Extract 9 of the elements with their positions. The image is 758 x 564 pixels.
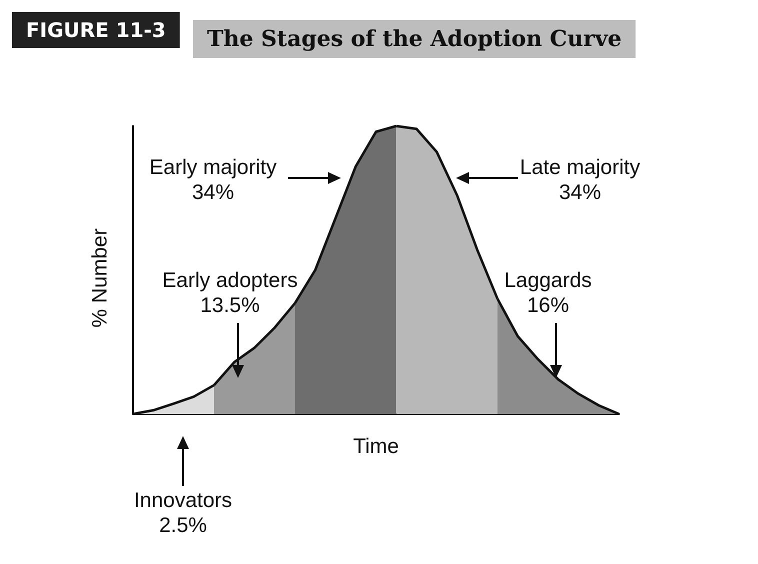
annotation: Late majority 34% — [520, 156, 641, 204]
x-axis-title: Time — [353, 435, 399, 458]
annotation: Laggards 16% — [504, 269, 592, 317]
chart-subtitle: FIGURE 11-3 — [26, 18, 166, 42]
chart-title: The Stages of the Adoption Curve — [207, 26, 622, 52]
annotation: Early adopters 13.5% — [162, 269, 298, 317]
annotation: Early majority 34% — [149, 156, 278, 204]
y-axis-title: % Number — [88, 228, 112, 328]
text: Innovators 2.5% — [134, 489, 232, 537]
